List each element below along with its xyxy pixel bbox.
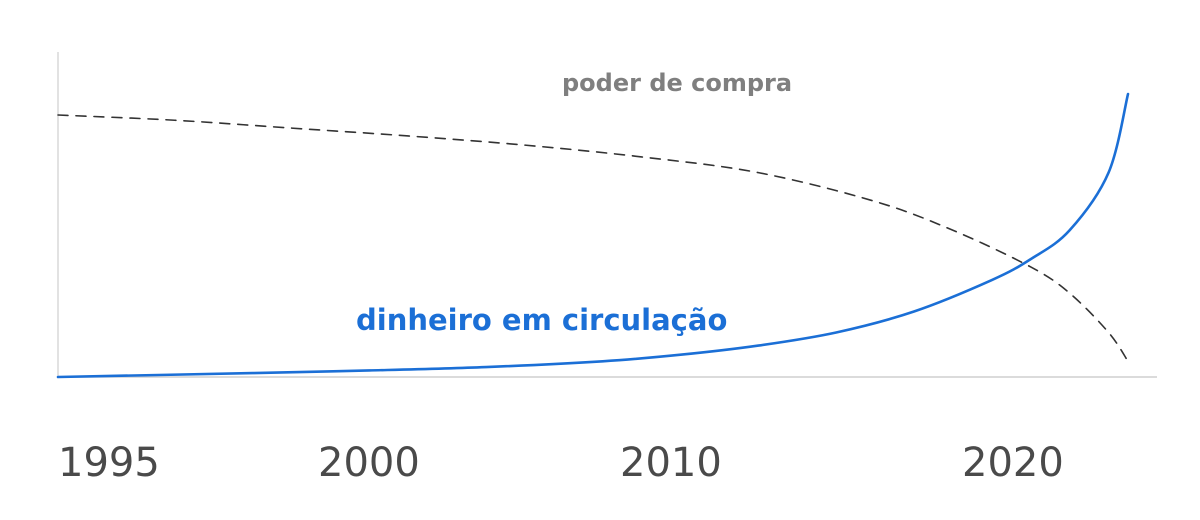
chart-axes: 1995 2000 2010 2020: [57, 52, 1157, 486]
chart-series: [56, 92, 1130, 379]
x-tick-label-2000: 2000: [318, 440, 420, 486]
series-line-1: [56, 92, 1130, 379]
series-label-0: poder de compra: [562, 69, 792, 97]
x-tick-label-2010: 2010: [620, 440, 722, 486]
x-tick-label-1995: 1995: [58, 440, 160, 486]
series-label-1: dinheiro em circulação: [356, 303, 727, 337]
chart-labels: poder de compra dinheiro em circulação: [356, 69, 792, 337]
x-tick-label-2020: 2020: [962, 440, 1064, 486]
series-line-0: [57, 114, 1129, 363]
